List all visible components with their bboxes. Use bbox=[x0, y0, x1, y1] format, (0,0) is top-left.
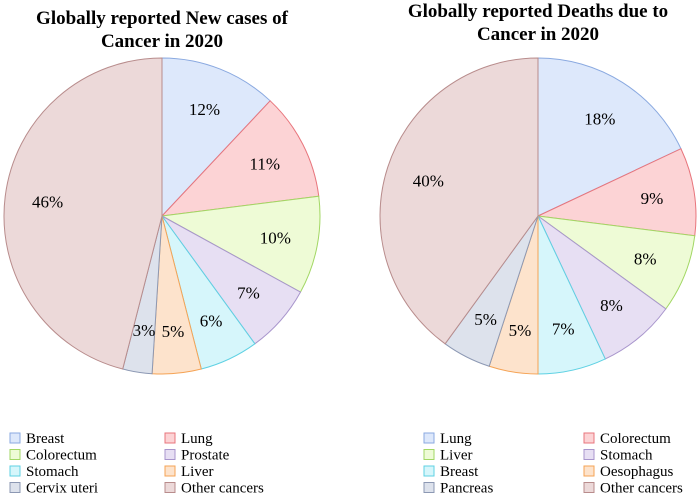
new-cases-legend-swatch-lung bbox=[164, 432, 176, 444]
new-cases-legend-swatch-stomach bbox=[9, 465, 21, 477]
deaths-legend-label-liver: Liver bbox=[440, 448, 472, 464]
new-cases-pct-label-other-cancers: 46% bbox=[32, 193, 63, 212]
deaths-legend-swatch-lung bbox=[423, 432, 435, 444]
deaths-title-line-1: Globally reported Deaths due to bbox=[408, 1, 668, 22]
new-cases-pct-label-lung: 11% bbox=[250, 155, 281, 174]
new-cases-legend-swatch-other-cancers bbox=[164, 482, 176, 493]
new-cases-pct-label-colorectum: 10% bbox=[260, 229, 291, 248]
deaths-legend-swatch-breast bbox=[423, 465, 435, 477]
new-cases-legend-swatch-cervix-uteri bbox=[9, 482, 21, 493]
new-cases-legend-label-colorectum: Colorectum bbox=[26, 448, 97, 464]
new-cases-slice-breast bbox=[161, 57, 271, 218]
deaths-legend-label-breast: Breast bbox=[440, 464, 479, 480]
deaths-legend-swatch-colorectum bbox=[583, 432, 595, 444]
deaths-legend-swatch-pancreas bbox=[423, 482, 435, 493]
new-cases-title-line-1: Globally reported New cases of bbox=[36, 8, 289, 29]
new-cases-title-line-2: Cancer in 2020 bbox=[101, 31, 223, 52]
deaths-legend-label-oesophagus: Oesophagus bbox=[600, 464, 673, 480]
deaths-pct-label-liver: 8% bbox=[634, 250, 657, 269]
deaths-slice-other-cancers bbox=[379, 57, 539, 345]
new-cases-legend-label-other-cancers: Other cancers bbox=[181, 481, 264, 497]
deaths-legend-swatch-other-cancers bbox=[583, 482, 595, 493]
deaths-pct-label-stomach: 8% bbox=[600, 296, 623, 315]
new-cases-slice-colorectum bbox=[160, 195, 321, 293]
new-cases-legend-label-stomach: Stomach bbox=[26, 464, 79, 480]
new-cases-slice-other-cancers bbox=[3, 57, 163, 370]
deaths-legend-swatch-liver bbox=[423, 449, 435, 460]
deaths-pct-label-pancreas: 5% bbox=[474, 310, 497, 329]
new-cases-pct-label-liver: 5% bbox=[162, 322, 185, 341]
deaths-pct-label-lung: 18% bbox=[584, 110, 615, 129]
deaths-legend-swatch-stomach bbox=[583, 449, 595, 460]
new-cases-legend-label-prostate: Prostate bbox=[181, 448, 230, 464]
deaths-pct-label-oesophagus: 5% bbox=[509, 321, 532, 340]
deaths-legend-label-colorectum: Colorectum bbox=[600, 431, 671, 447]
new-cases-legend-label-liver: Liver bbox=[181, 464, 213, 480]
deaths-title-line-2: Cancer in 2020 bbox=[477, 24, 599, 45]
new-cases-pct-label-stomach: 6% bbox=[200, 311, 223, 330]
deaths-legend-label-stomach: Stomach bbox=[600, 448, 653, 464]
new-cases-legend-swatch-breast bbox=[9, 432, 21, 444]
deaths-legend-label-pancreas: Pancreas bbox=[440, 481, 493, 497]
new-cases-pct-label-cervix-uteri: 3% bbox=[133, 321, 156, 340]
new-cases-pct-label-breast: 12% bbox=[189, 100, 220, 119]
deaths-pct-label-colorectum: 9% bbox=[641, 189, 664, 208]
new-cases-legend-label-cervix-uteri: Cervix uteri bbox=[26, 481, 98, 497]
new-cases-pct-label-prostate: 7% bbox=[237, 283, 260, 302]
deaths-legend-label-lung: Lung bbox=[440, 431, 472, 447]
deaths-legend-swatch-oesophagus bbox=[583, 465, 595, 477]
new-cases-legend-swatch-prostate bbox=[164, 449, 176, 460]
deaths-pct-label-other-cancers: 40% bbox=[413, 171, 444, 190]
new-cases-legend-label-lung: Lung bbox=[181, 431, 213, 447]
deaths-legend-label-other-cancers: Other cancers bbox=[600, 481, 683, 497]
new-cases-legend-swatch-colorectum bbox=[9, 449, 21, 460]
new-cases-legend-swatch-liver bbox=[164, 465, 176, 477]
deaths-slice-lung bbox=[537, 57, 682, 217]
deaths-pct-label-breast: 7% bbox=[552, 320, 575, 339]
new-cases-legend-label-breast: Breast bbox=[26, 431, 65, 447]
deaths-slice-colorectum bbox=[536, 148, 697, 237]
new-cases-slice-lung bbox=[160, 100, 320, 217]
